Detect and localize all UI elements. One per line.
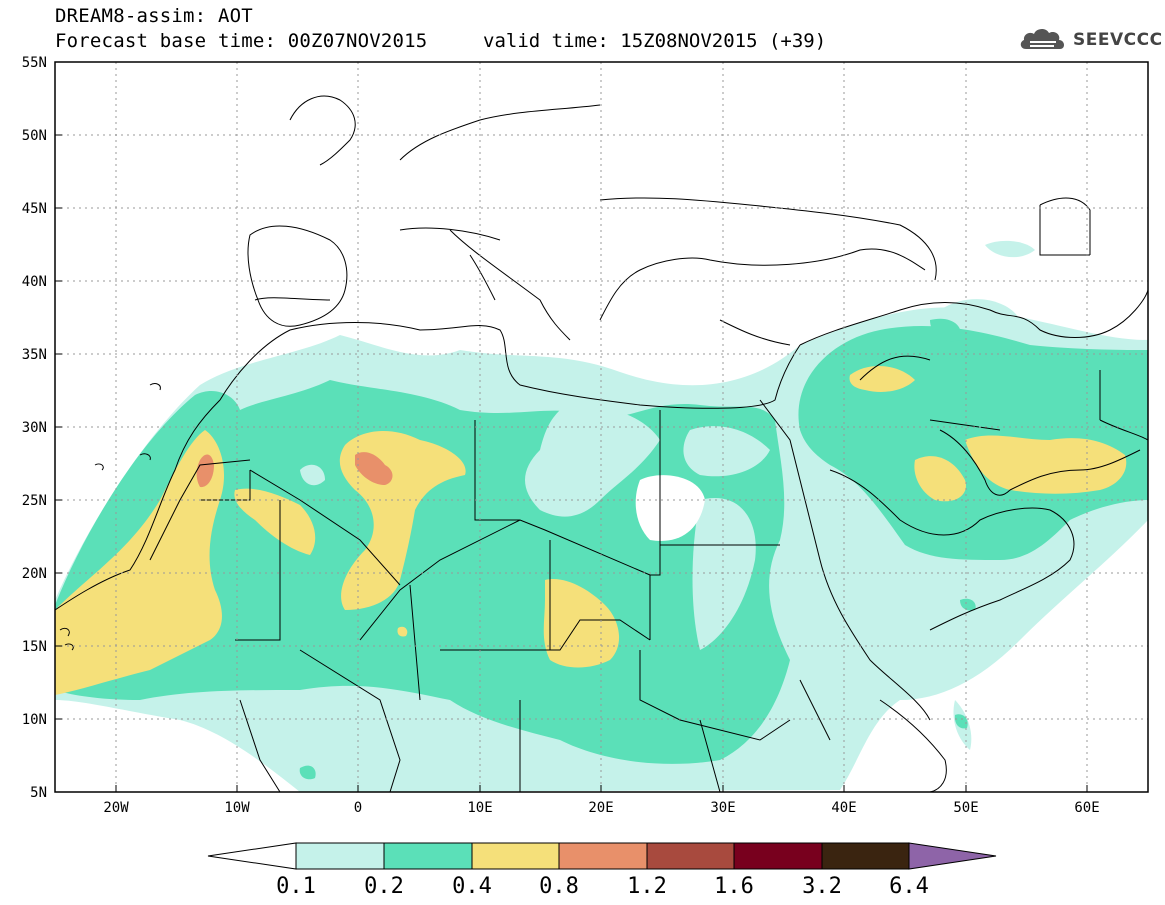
lon-label: 0	[354, 800, 362, 816]
aot-shading-orange	[196, 452, 393, 488]
lat-label: 45N	[22, 201, 47, 217]
colorbar-box-3	[471, 842, 560, 870]
lat-label: 50N	[22, 128, 47, 144]
colorbar-label: 6.4	[889, 874, 929, 899]
colorbar-label: 0.1	[276, 874, 316, 899]
colorbar-over-arrow	[908, 842, 997, 870]
colorbar-label: 0.4	[452, 874, 492, 899]
lat-axis: 5N 10N 15N 20N 25N 30N 35N 40N 45N 50N 5…	[22, 55, 62, 801]
lon-label: 20W	[103, 800, 129, 816]
gridlines	[55, 62, 1148, 792]
colorbar: 0.1 0.2 0.4 0.8 1.2 1.6 3.2 6.4	[207, 842, 997, 899]
lat-label: 10N	[22, 712, 47, 728]
colorbar-label: 1.6	[714, 874, 754, 899]
aot-shading	[55, 240, 1148, 792]
lat-label: 35N	[22, 347, 47, 363]
lat-label: 30N	[22, 420, 47, 436]
lon-label: 50E	[953, 800, 978, 816]
valid-time: valid time: 15Z08NOV2015 (+39)	[483, 30, 827, 52]
lon-label: 10E	[467, 800, 492, 816]
lat-label: 40N	[22, 274, 47, 290]
lon-label: 10W	[224, 800, 250, 816]
lat-label: 5N	[30, 785, 47, 801]
colorbar-box-2	[383, 842, 473, 870]
colorbar-box-7	[821, 842, 910, 870]
colorbar-label: 1.2	[627, 874, 667, 899]
colorbar-label: 0.2	[364, 874, 404, 899]
lon-label: 60E	[1074, 800, 1099, 816]
lat-label: 20N	[22, 566, 47, 582]
lon-label: 30E	[710, 800, 735, 816]
lat-label: 55N	[22, 55, 47, 71]
cloud-logo-icon	[1020, 28, 1065, 49]
lon-label: 20E	[588, 800, 613, 816]
colorbar-box-4	[558, 842, 648, 870]
seevccc-logo: SEEVCCC	[1018, 24, 1163, 56]
logo-text: SEEVCCC	[1073, 30, 1163, 50]
forecast-base-time: Forecast base time: 00Z07NOV2015	[55, 30, 428, 52]
aot-shading-green	[55, 318, 1148, 780]
coastlines-borders	[55, 95, 1148, 792]
colorbar-under-arrow	[207, 842, 297, 870]
lon-axis: 20W 10W 0 10E 20E 30E 40E 50E 60E	[103, 785, 1100, 816]
lat-label: 15N	[22, 639, 47, 655]
lat-label: 25N	[22, 493, 47, 509]
colorbar-label: 0.8	[539, 874, 579, 899]
colorbar-label: 3.2	[802, 874, 842, 899]
colorbar-box-5	[646, 842, 735, 870]
colorbar-box-1	[295, 842, 385, 870]
map-title: DREAM8-assim: AOT	[55, 5, 253, 27]
colorbar-box-6	[733, 842, 823, 870]
lon-label: 40E	[831, 800, 856, 816]
